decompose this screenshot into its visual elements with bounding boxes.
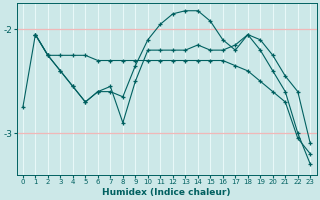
X-axis label: Humidex (Indice chaleur): Humidex (Indice chaleur) <box>102 188 231 197</box>
